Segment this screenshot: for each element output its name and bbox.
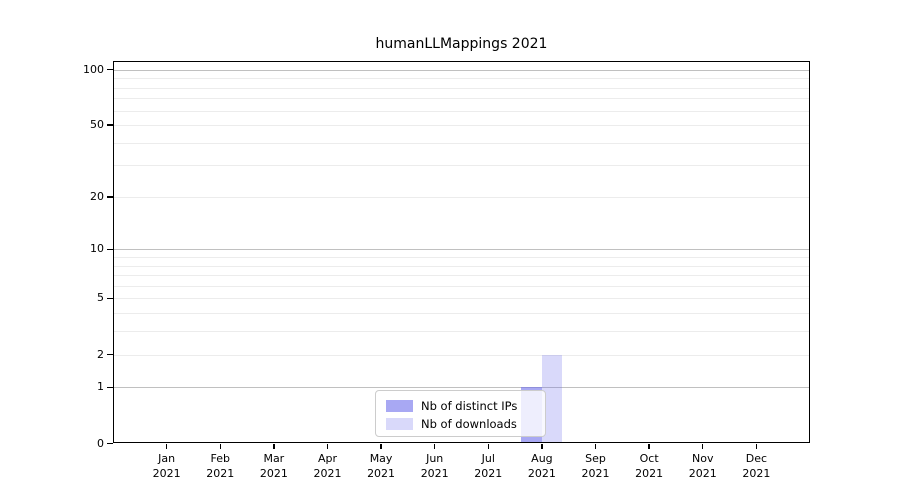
x-tick-mark: [219, 443, 221, 449]
x-tick-mark: [487, 443, 489, 449]
y-major-gridline: [113, 249, 810, 251]
y-minor-gridline: [113, 196, 810, 198]
x-tick-mark: [273, 443, 275, 449]
y-axis-tick-label: 50: [90, 118, 104, 132]
bar-aug-nb-of-downloads: [541, 354, 563, 444]
y-minor-gridline: [113, 125, 810, 127]
legend-item-distinct-ips: Nb of distinct IPs: [386, 397, 545, 414]
x-tick-mark: [594, 443, 597, 449]
x-axis-tick-label: Apr 2021: [313, 451, 342, 480]
y-axis-tick-label: 5: [97, 291, 104, 305]
x-tick-mark: [648, 443, 650, 449]
legend-label-downloads: Nb of downloads: [421, 416, 517, 431]
x-axis-tick-label: Jul 2021: [474, 451, 503, 480]
y-axis-tick-label: 0: [97, 436, 104, 450]
y-minor-gridline: [113, 142, 810, 144]
y-minor-gridline: [113, 275, 810, 277]
y-minor-gridline: [113, 285, 810, 287]
x-axis-tick-label: May 2021: [367, 451, 396, 480]
legend: Nb of distinct IPs Nb of downloads: [375, 390, 546, 437]
x-tick-mark: [326, 443, 329, 449]
x-axis-tick-label: Aug 2021: [527, 451, 556, 480]
y-minor-gridline: [113, 354, 810, 356]
legend-item-downloads: Nb of downloads: [386, 415, 545, 432]
y-tick-mark: [107, 386, 113, 389]
x-tick-mark: [755, 443, 758, 449]
y-tick-mark: [107, 69, 113, 71]
y-axis-tick-label: 100: [83, 62, 104, 76]
chart-title: humanLLMappings 2021: [375, 36, 548, 52]
x-axis-tick-label: Dec 2021: [742, 451, 771, 480]
y-minor-gridline: [113, 98, 810, 100]
x-axis-tick-label: Nov 2021: [688, 451, 717, 480]
y-minor-gridline: [113, 87, 810, 89]
y-axis-tick-label: 1: [97, 380, 104, 394]
legend-swatch-downloads: [386, 417, 413, 430]
y-tick-mark: [107, 442, 113, 445]
y-tick-mark: [107, 196, 113, 198]
y-axis-tick-label: 10: [90, 242, 104, 256]
x-axis-tick-label: Jun 2021: [420, 451, 449, 480]
y-minor-gridline: [113, 110, 810, 112]
x-tick-mark: [702, 443, 704, 449]
y-tick-mark: [107, 353, 113, 356]
y-tick-mark: [107, 297, 113, 300]
y-minor-gridline: [113, 298, 810, 300]
y-minor-gridline: [113, 78, 810, 80]
legend-swatch-distinct-ips: [386, 399, 413, 412]
y-major-gridline: [113, 69, 810, 71]
x-axis-tick-label: Mar 2021: [259, 451, 288, 480]
x-axis-tick-label: Jan 2021: [152, 451, 181, 480]
y-minor-gridline: [113, 257, 810, 258]
y-minor-gridline: [113, 331, 810, 333]
y-minor-gridline: [113, 165, 810, 167]
x-tick-mark: [433, 443, 436, 449]
x-axis-tick-label: Oct 2021: [635, 451, 664, 480]
y-tick-mark: [107, 124, 113, 126]
y-minor-gridline: [113, 265, 810, 267]
y-major-gridline: [113, 387, 810, 389]
x-axis-tick-label: Feb 2021: [206, 451, 235, 480]
plot-area: [113, 61, 810, 444]
x-tick-mark: [165, 443, 168, 449]
x-tick-mark: [380, 443, 382, 449]
x-axis-tick-label: Sep 2021: [581, 451, 610, 480]
y-axis-tick-label: 2: [97, 347, 104, 361]
y-axis-tick-label: 20: [90, 189, 104, 203]
y-tick-mark: [107, 248, 113, 250]
x-tick-mark: [541, 443, 543, 449]
y-minor-gridline: [113, 313, 810, 315]
legend-label-distinct-ips: Nb of distinct IPs: [421, 398, 518, 413]
